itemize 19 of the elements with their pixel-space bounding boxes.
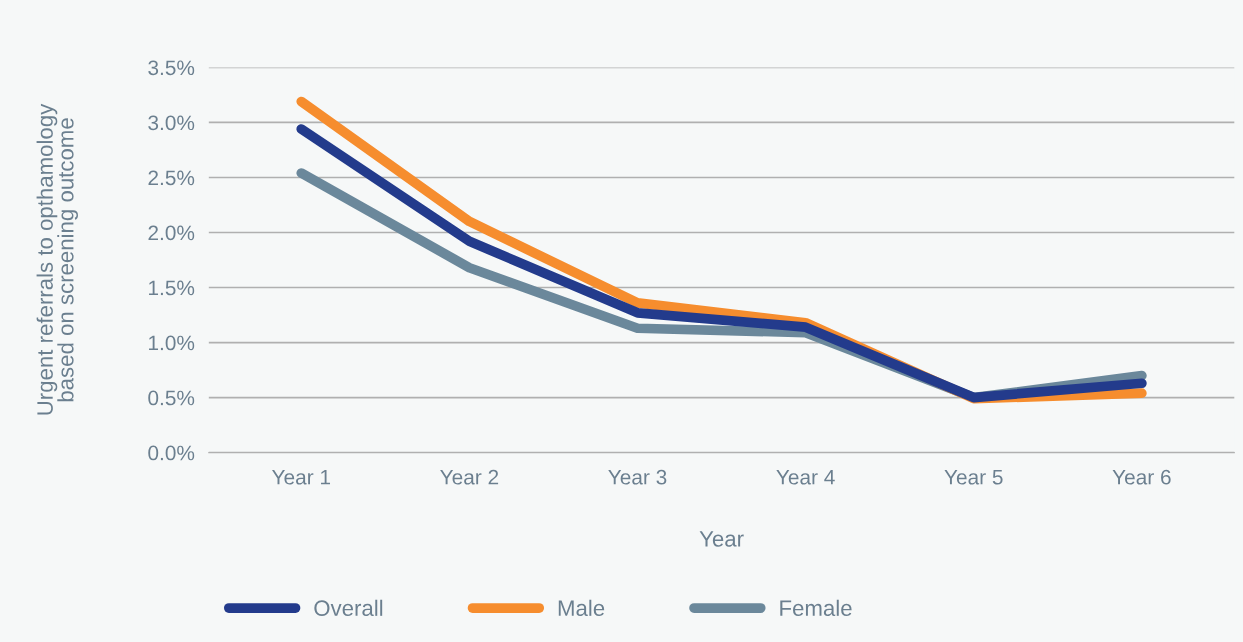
x-tick-label: Year 6 — [1112, 469, 1171, 485]
x-tick-label: Year 1 — [272, 470, 331, 485]
legend-label: Overall — [314, 599, 383, 617]
x-tick-label: Year 3 — [608, 469, 667, 485]
x-tick-label: Year 2 — [440, 469, 499, 485]
y-axis-title: Urgent referrals to opthamology based on screening outcome — [36, 103, 79, 415]
x-axis-title: Year — [699, 531, 744, 547]
y-tick-label: 2.0% — [148, 225, 195, 241]
legend-label: Female — [780, 599, 852, 617]
y-tick-label: 1.5% — [149, 280, 195, 296]
y-tick-label: 3.0% — [148, 115, 195, 131]
x-tick-label: Year 4 — [776, 470, 835, 485]
y-tick-label: 3.5% — [148, 60, 195, 76]
y-tick-label: 0.5% — [148, 390, 195, 406]
legend-label: Male — [558, 599, 605, 617]
y-tick-label: 1.0% — [149, 335, 195, 351]
x-tick-label: Year 5 — [944, 470, 1003, 485]
y-tick-label: 2.5% — [148, 170, 195, 186]
y-tick-label: 0.0% — [148, 445, 195, 461]
